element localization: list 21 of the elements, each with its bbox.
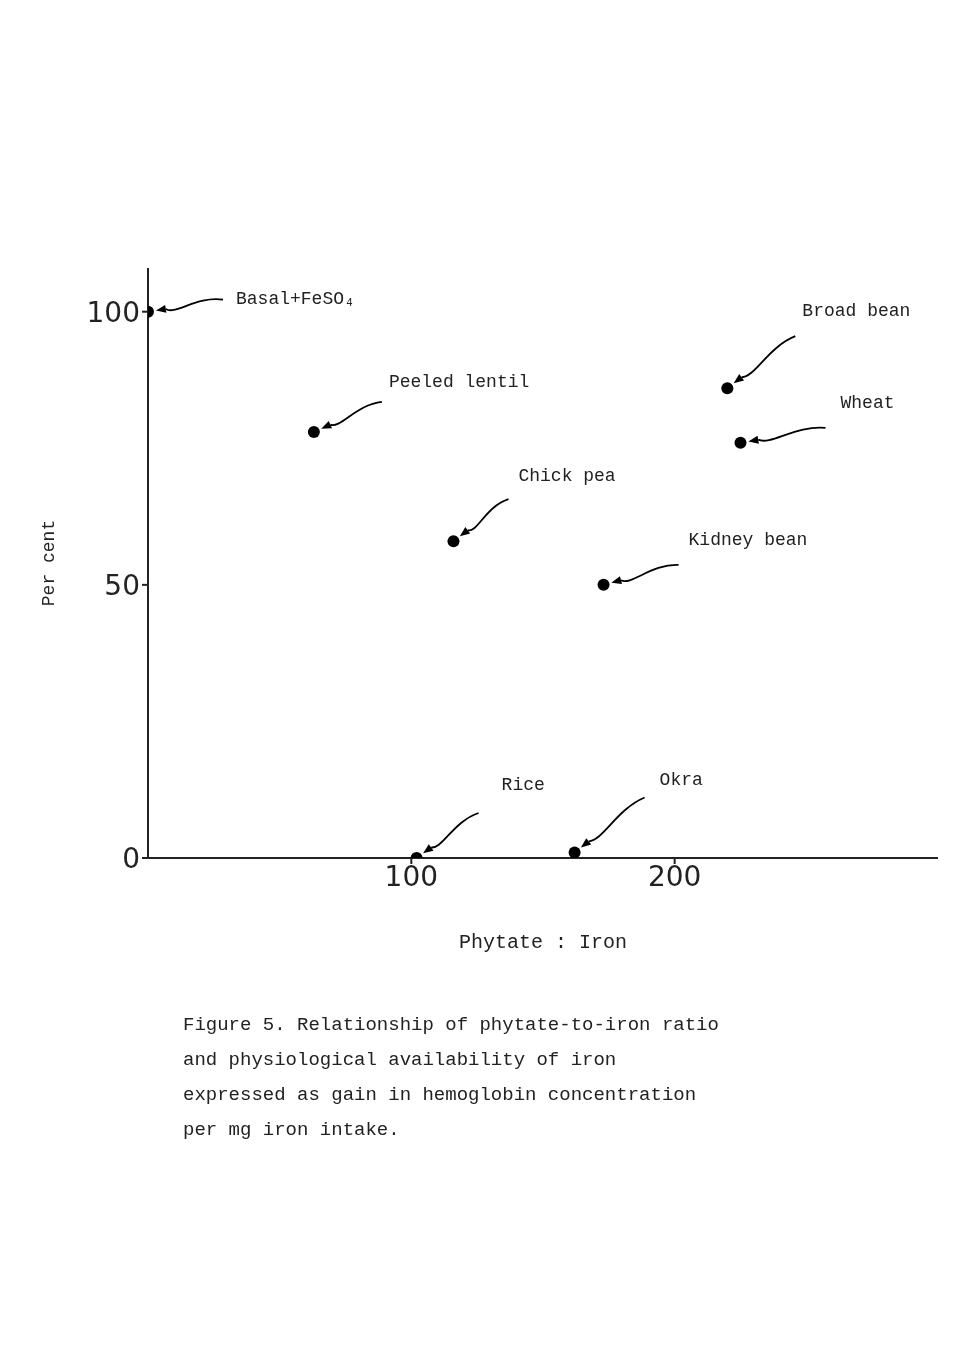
point [721, 382, 734, 395]
y-tick-label: 0 [122, 841, 140, 875]
y-axis-title: Per cent [39, 519, 60, 607]
caption: Figure 5. Relationship of phytate-to-iron ratio and physiological availability of iron expressed as gain in hemoglobin concentration per mg iron intake. [183, 1013, 720, 1143]
x-tick-label: 200 [647, 859, 702, 893]
x-axis-title: Phytate : Iron [458, 931, 628, 954]
text: Chick pea [518, 466, 616, 487]
text: Wheat [840, 392, 895, 413]
point [734, 436, 747, 449]
text: Rice [501, 775, 545, 795]
point [568, 846, 581, 858]
text: Peeled lentil [388, 371, 530, 392]
text: Okra [659, 769, 704, 790]
y-tick-label: 100 [86, 295, 140, 329]
text: Broad bean [802, 301, 911, 322]
legend-label: Basal+FeSO₄ [236, 288, 355, 309]
point [597, 578, 610, 591]
point [307, 425, 320, 438]
text: Kidney bean [688, 529, 808, 550]
y-tick-label: 50 [104, 568, 140, 602]
point [447, 535, 460, 548]
